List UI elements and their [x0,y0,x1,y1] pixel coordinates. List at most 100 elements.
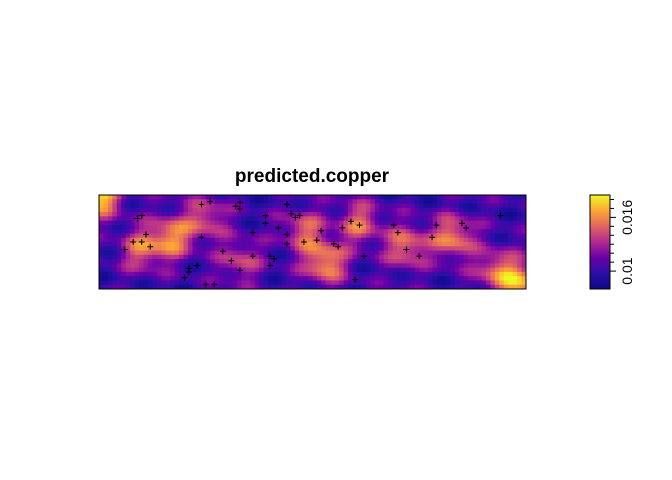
heatmap-cell [165,280,171,286]
heatmap-cell [161,284,167,289]
heatmap-cell [174,276,180,282]
heatmap-cell [445,237,451,243]
heatmap-cell [383,259,389,264]
heatmap-cell [161,271,167,277]
heatmap-cell [187,280,194,286]
heatmap-cell [303,284,309,289]
heatmap-cell [254,224,260,230]
heatmap-cell [236,203,242,209]
heatmap-cell [214,220,220,226]
heatmap-cell [241,263,247,269]
heatmap-cell [348,271,354,277]
heatmap-cell [245,250,251,256]
heatmap-cell [325,284,331,289]
heatmap-cell [508,254,514,260]
sample-point [300,239,307,245]
heatmap-cell [183,280,189,286]
heatmap-cell [494,271,500,277]
heatmap-cell [192,259,198,264]
heatmap-cell [125,229,131,235]
heatmap-cell [210,267,216,273]
heatmap-cell [196,216,202,222]
heatmap-cell [187,233,194,239]
heatmap-cell [330,284,336,289]
heatmap-cell [223,250,229,256]
heatmap-cell [116,233,122,239]
heatmap-cell [321,254,327,260]
heatmap-cell [130,203,136,209]
heatmap-cell [268,271,274,277]
heatmap-cell [268,199,274,205]
heatmap-cell [201,284,207,289]
heatmap-cell [463,242,469,247]
heatmap-cell [356,216,363,222]
heatmap-cell [477,195,483,200]
sample-point [463,224,470,231]
heatmap-cell [227,242,234,247]
heatmap-cell [112,276,118,282]
heatmap-cell [445,276,451,282]
heatmap-cell [272,216,278,222]
heatmap-cell [312,267,318,273]
heatmap-cell [147,280,153,286]
heatmap-cell [419,263,425,269]
heatmap-cell [459,263,465,269]
heatmap-cell [423,259,429,264]
heatmap-cell [196,254,202,260]
heatmap-cell [325,212,331,217]
heatmap-cell [405,203,411,209]
heatmap-cell [508,216,514,222]
heatmap-cell [379,195,385,200]
heatmap-cell [414,229,420,235]
heatmap-cell [156,284,162,289]
heatmap-cell [205,280,211,286]
heatmap-cell [343,271,349,277]
heatmap-cell [401,220,407,226]
heatmap-cell [494,267,500,273]
heatmap-cell [499,199,505,205]
heatmap-cell [290,195,296,200]
heatmap-cell [379,199,385,205]
heatmap-cell [214,224,220,230]
heatmap-cell [517,242,523,247]
heatmap-cell [494,195,500,200]
heatmap-cell [121,212,127,217]
heatmap-cell [125,212,131,217]
heatmap-cell [334,242,340,247]
heatmap-cell [250,280,256,286]
heatmap-cell [130,259,136,264]
heatmap-cell [245,233,251,239]
heatmap-cell [485,259,492,264]
heatmap-cell [187,267,194,273]
heatmap-cell [383,212,389,217]
heatmap-cell [241,271,247,277]
heatmap-cell [379,237,385,243]
heatmap-cell [170,284,176,289]
heatmap-cell [499,254,505,260]
heatmap-cell [263,271,269,277]
heatmap-cell [223,242,229,247]
heatmap-cell [308,259,314,264]
heatmap-cell [285,216,291,222]
heatmap-cell [499,195,505,200]
heatmap-cell [223,259,229,264]
heatmap-cell [472,254,478,260]
heatmap-cell [241,212,247,217]
heatmap-cell [477,254,483,260]
heatmap-cell [401,233,407,239]
heatmap-cell [241,254,247,260]
heatmap-cell [227,246,234,252]
heatmap-cell [107,237,113,243]
heatmap-cell [125,224,131,230]
sample-point [356,222,363,229]
heatmap-cell [485,220,492,226]
heatmap-cell [392,212,398,217]
heatmap-cell [112,259,118,264]
heatmap-cell [521,280,526,286]
heatmap-cell [325,271,331,277]
heatmap-cell [147,254,153,260]
heatmap-cell [352,237,358,243]
heatmap-cell [179,199,185,205]
heatmap-cell [254,271,260,277]
heatmap-cell [423,237,429,243]
